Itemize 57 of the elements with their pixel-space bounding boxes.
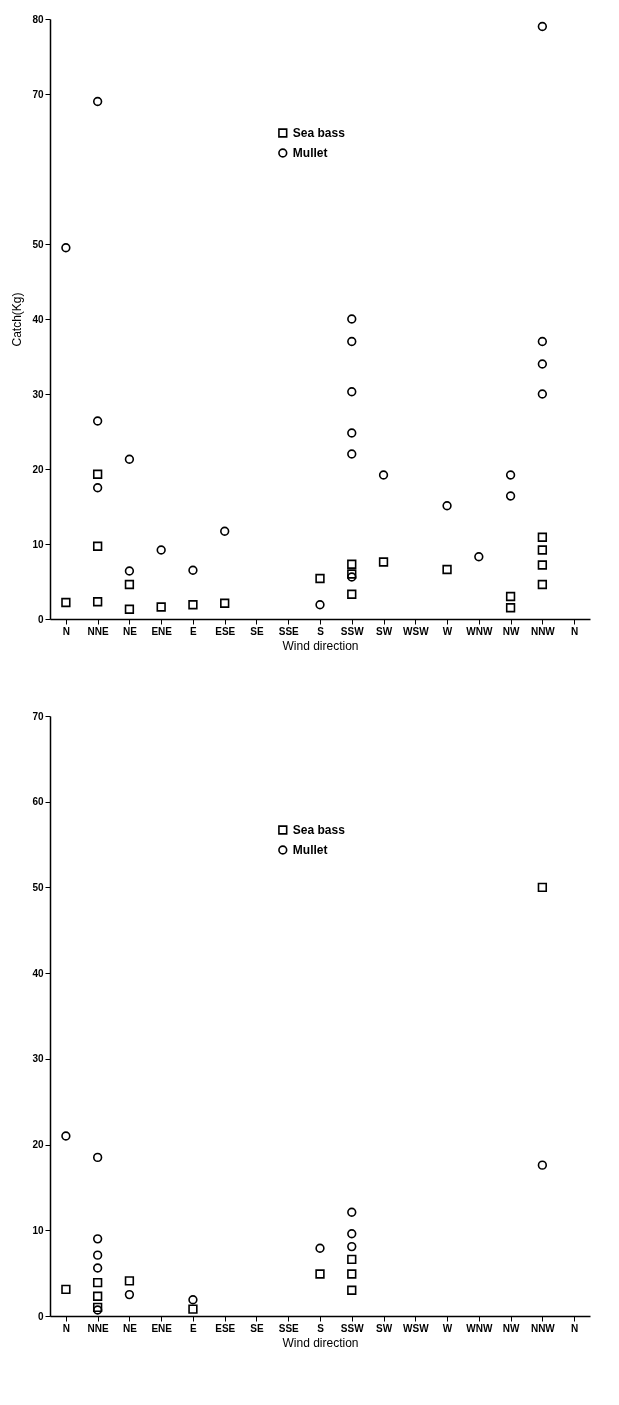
x-tick-label: E bbox=[190, 1322, 198, 1334]
x-tick-label: N bbox=[62, 1322, 70, 1334]
x-tick-label: SSE bbox=[278, 625, 300, 637]
x-tick-label: SSW bbox=[340, 625, 365, 637]
y-tick-label: 0 bbox=[37, 613, 44, 625]
x-axis-title: Wind direction bbox=[282, 1335, 359, 1350]
x-tick-label: W bbox=[442, 1322, 453, 1334]
x-tick-label: N bbox=[571, 625, 579, 637]
x-tick-label: ENE bbox=[151, 625, 173, 637]
y-tick-label: 50 bbox=[32, 881, 44, 893]
x-tick-label: NW bbox=[502, 625, 520, 637]
legend-label: Sea bass bbox=[292, 823, 346, 837]
y-tick-label: 10 bbox=[32, 538, 44, 550]
x-tick-label: ENE bbox=[151, 1322, 173, 1334]
x-tick-label: SE bbox=[250, 625, 264, 637]
x-tick-label: NE bbox=[122, 1322, 138, 1334]
x-tick-label: WSW bbox=[403, 625, 430, 637]
y-tick-label: 80 bbox=[32, 13, 44, 25]
x-tick-label: WNW bbox=[466, 1322, 493, 1334]
x-tick-label: NNW bbox=[530, 625, 556, 637]
y-tick-label: 0 bbox=[37, 1310, 44, 1322]
x-tick-label: SSE bbox=[278, 1322, 300, 1334]
y-tick-label: 70 bbox=[32, 88, 44, 100]
x-axis-title: Wind direction bbox=[282, 638, 359, 653]
x-tick-label: ESE bbox=[215, 625, 236, 637]
x-tick-label: NNW bbox=[530, 1322, 556, 1334]
x-tick-label: NNE bbox=[87, 625, 110, 637]
y-tick-label: 60 bbox=[32, 796, 44, 808]
y-tick-label: 70 bbox=[32, 710, 44, 722]
legend-label: Mullet bbox=[292, 843, 328, 857]
x-tick-label: NW bbox=[502, 1322, 520, 1334]
x-tick-label: E bbox=[190, 625, 198, 637]
x-tick-label: SW bbox=[375, 625, 393, 637]
y-tick-label: 20 bbox=[32, 1139, 44, 1151]
legend-label: Sea bass bbox=[292, 126, 346, 140]
x-tick-label: SE bbox=[250, 1322, 264, 1334]
y-tick-label: 10 bbox=[32, 1224, 44, 1236]
y-tick-label: 30 bbox=[32, 388, 44, 400]
x-tick-label: S bbox=[317, 625, 325, 637]
x-tick-label: NE bbox=[122, 625, 138, 637]
x-tick-label: NNE bbox=[87, 1322, 110, 1334]
x-tick-label: SSW bbox=[340, 1322, 365, 1334]
x-tick-label: W bbox=[442, 625, 453, 637]
y-axis-title: Catch(Kg) bbox=[10, 292, 25, 347]
y-tick-label: 40 bbox=[32, 967, 44, 979]
y-tick-label: 40 bbox=[32, 313, 44, 325]
x-tick-label: SW bbox=[375, 1322, 393, 1334]
y-tick-label: 50 bbox=[32, 238, 44, 250]
y-tick-label: 30 bbox=[32, 1053, 44, 1065]
x-tick-label: WNW bbox=[466, 625, 493, 637]
x-tick-label: ESE bbox=[215, 1322, 236, 1334]
legend-label: Mullet bbox=[292, 146, 328, 160]
x-tick-label: WSW bbox=[403, 1322, 430, 1334]
y-tick-label: 20 bbox=[32, 463, 44, 475]
x-tick-label: N bbox=[62, 625, 70, 637]
x-tick-label: S bbox=[317, 1322, 325, 1334]
x-tick-label: N bbox=[571, 1322, 579, 1334]
